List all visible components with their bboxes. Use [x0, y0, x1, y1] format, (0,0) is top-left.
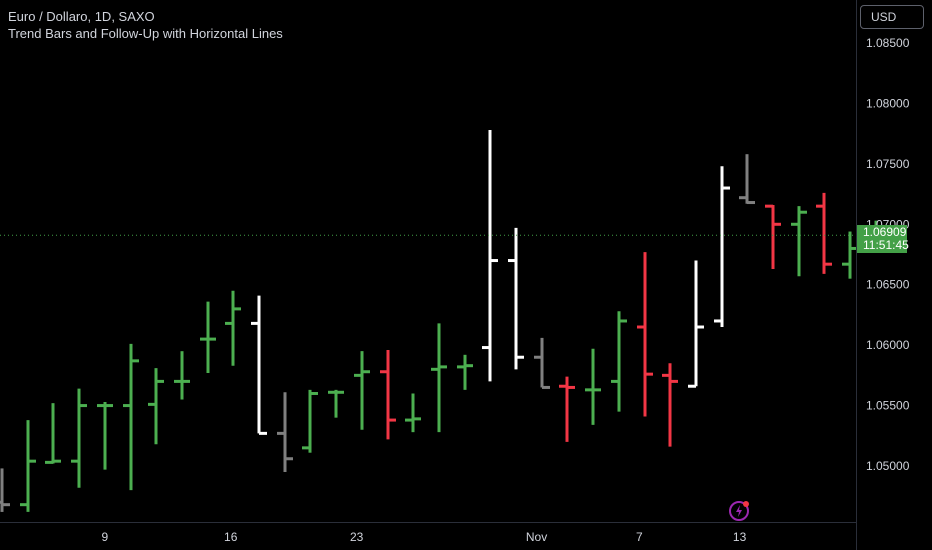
- tv-logo-icon[interactable]: [728, 500, 750, 522]
- ohlc-bar: [739, 154, 755, 205]
- time-tick-label: 13: [733, 530, 747, 544]
- ohlc-bar: [71, 388, 87, 488]
- ohlc-bar: [765, 204, 781, 270]
- indicator-title[interactable]: Trend Bars and Follow-Up with Horizontal…: [8, 26, 283, 41]
- symbol-title[interactable]: Euro / Dollaro, 1D, SAXO: [8, 9, 155, 24]
- price-tick-label: 1.08000: [866, 96, 910, 110]
- ohlc-bar: [559, 376, 575, 442]
- ohlc-bar: [508, 227, 524, 370]
- last-price-tag: 1.06909 11:51:45: [857, 225, 909, 254]
- ohlc-bar: [45, 403, 61, 464]
- ohlc-bar: [97, 401, 113, 470]
- ohlc-bar: [174, 351, 190, 400]
- ohlc-bar: [200, 301, 216, 373]
- ohlc-bars: [0, 130, 884, 512]
- ohlc-bar: [714, 166, 730, 328]
- ohlc-bar: [842, 231, 858, 279]
- last-price-value: 1.06909: [863, 225, 907, 240]
- ohlc-bar: [611, 311, 627, 412]
- ohlc-bar: [405, 393, 421, 433]
- price-tick-label: 1.05000: [866, 459, 910, 473]
- ohlc-bar: [816, 192, 832, 274]
- ohlc-bar: [662, 363, 678, 447]
- price-tick-label: 1.05500: [866, 399, 910, 413]
- time-tick-label: 9: [101, 530, 108, 544]
- ohlc-bar: [457, 354, 473, 390]
- chart-legend: Euro / Dollaro, 1D, SAXO Trend Bars and …: [8, 8, 283, 42]
- ohlc-bar: [791, 206, 807, 277]
- price-tick-label: 1.08500: [866, 36, 910, 50]
- time-axis[interactable]: 9 16 23 Nov 7 13: [101, 530, 746, 544]
- currency-button[interactable]: USD: [860, 5, 924, 29]
- ohlc-bar: [380, 349, 396, 440]
- price-tick-label: 1.06500: [866, 278, 910, 292]
- time-tick-label: 23: [350, 530, 364, 544]
- ohlc-bar: [637, 252, 653, 417]
- ohlc-bar: [277, 392, 293, 473]
- ohlc-bar: [251, 295, 267, 435]
- bar-countdown: 11:51:45: [863, 238, 909, 253]
- ohlc-bar: [148, 368, 164, 445]
- ohlc-bar: [354, 351, 370, 430]
- price-axis[interactable]: 1.085001.080001.075001.070001.065001.060…: [866, 36, 910, 473]
- ohlc-bar: [328, 389, 344, 418]
- price-tick-label: 1.07500: [866, 157, 910, 171]
- time-tick-label: Nov: [526, 530, 547, 544]
- ohlc-bar: [482, 130, 498, 382]
- ohlc-bar: [302, 389, 318, 453]
- ohlc-bar: [585, 348, 601, 425]
- ohlc-bar: [20, 420, 36, 512]
- time-tick-label: 7: [636, 530, 643, 544]
- ohlc-bar: [431, 323, 447, 433]
- price-tick-label: 1.06000: [866, 338, 910, 352]
- ohlc-bar: [688, 260, 704, 388]
- ohlc-bar: [534, 337, 550, 389]
- time-tick-label: 16: [224, 530, 238, 544]
- ohlc-bar: [123, 343, 139, 491]
- ohlc-bar: [0, 468, 10, 512]
- ohlc-bar: [225, 290, 241, 366]
